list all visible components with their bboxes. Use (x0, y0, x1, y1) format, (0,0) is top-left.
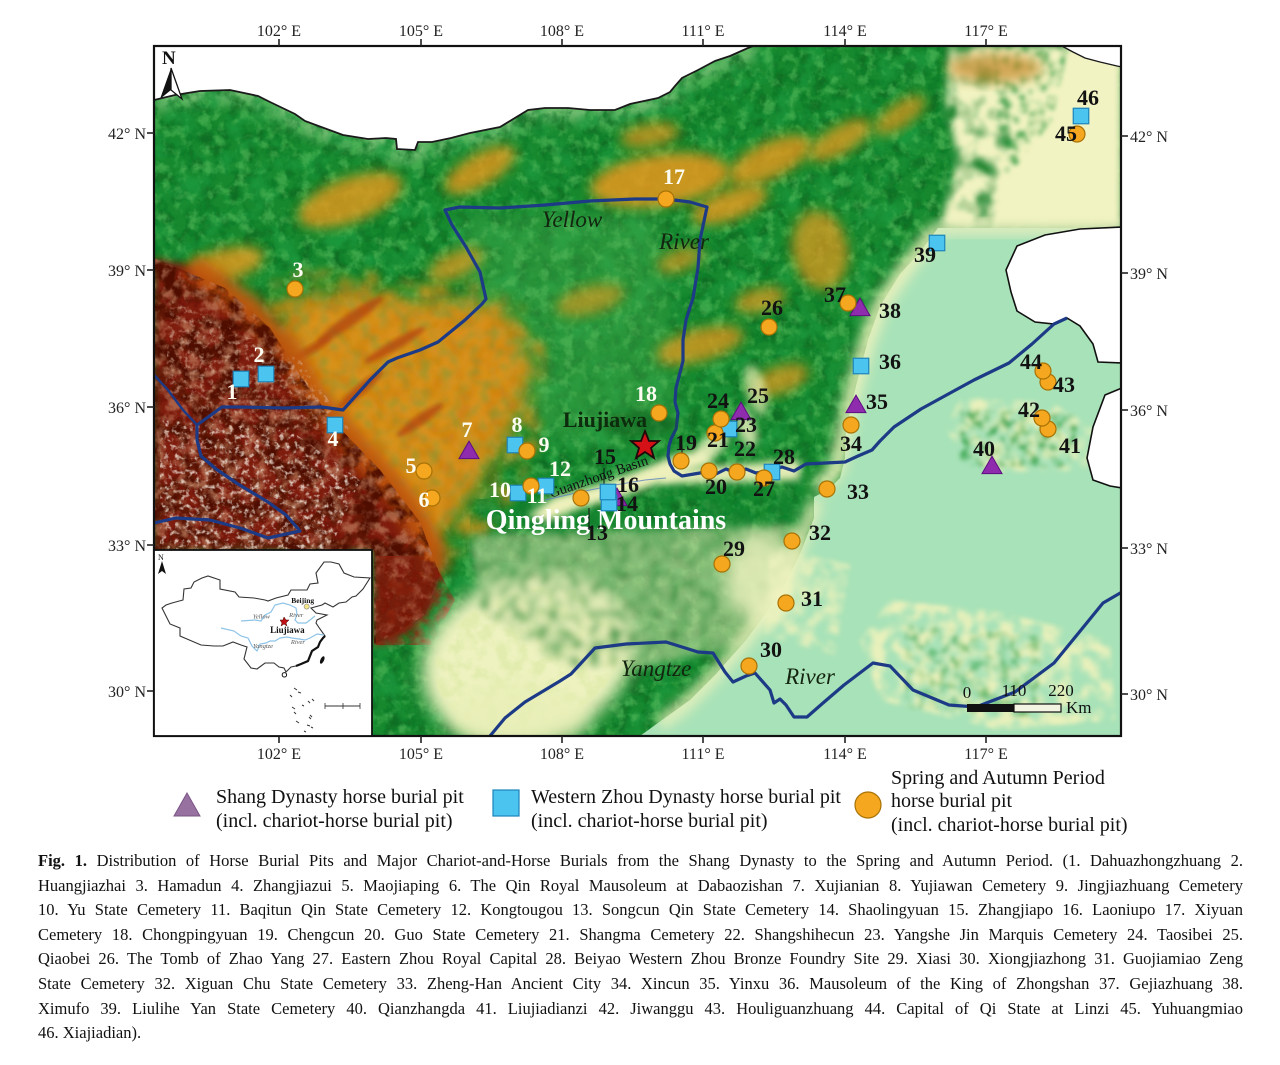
svg-text:41: 41 (1059, 433, 1081, 458)
svg-text:18: 18 (635, 381, 657, 406)
svg-text:42° N: 42° N (1130, 129, 1168, 146)
svg-text:39° N: 39° N (108, 263, 146, 280)
svg-text:Liujiawa: Liujiawa (563, 407, 647, 432)
svg-text:111° E: 111° E (682, 746, 725, 763)
svg-text:Yangtze: Yangtze (621, 656, 692, 681)
svg-text:Western Zhou Dynasty horse bur: Western Zhou Dynasty horse burial pit (531, 786, 841, 808)
svg-text:34: 34 (840, 431, 862, 456)
svg-text:7: 7 (462, 417, 473, 442)
svg-text:39° N: 39° N (1130, 266, 1168, 283)
svg-text:30° N: 30° N (108, 684, 146, 701)
svg-text:Yellow: Yellow (253, 614, 271, 621)
svg-text:105° E: 105° E (399, 23, 443, 40)
svg-text:9: 9 (539, 432, 550, 457)
svg-text:Km: Km (1066, 698, 1092, 717)
svg-text:102° E: 102° E (257, 23, 301, 40)
svg-text:11: 11 (527, 483, 548, 508)
svg-text:117° E: 117° E (964, 746, 1008, 763)
svg-text:26: 26 (761, 295, 783, 320)
svg-text:River: River (784, 664, 836, 689)
svg-text:Liujiawa: Liujiawa (270, 625, 305, 635)
svg-text:42° N: 42° N (108, 126, 146, 143)
svg-text:(incl. chariot-horse burial pi: (incl. chariot-horse burial pit) (891, 814, 1128, 836)
svg-text:43: 43 (1053, 372, 1075, 397)
svg-text:25: 25 (747, 383, 769, 408)
svg-text:29: 29 (723, 536, 745, 561)
svg-text:19: 19 (675, 430, 697, 455)
svg-text:(incl. chariot-horse burial pi: (incl. chariot-horse burial pit) (531, 810, 768, 832)
svg-text:4: 4 (328, 426, 339, 451)
svg-text:24: 24 (707, 388, 729, 413)
svg-text:16: 16 (617, 472, 639, 497)
svg-text:Spring and Autumn Period: Spring and Autumn Period (891, 767, 1105, 789)
svg-text:5: 5 (406, 453, 417, 478)
svg-text:110: 110 (1002, 681, 1027, 700)
svg-text:33° N: 33° N (1130, 541, 1168, 558)
svg-text:Yangtze: Yangtze (253, 643, 273, 650)
svg-text:108° E: 108° E (540, 746, 584, 763)
svg-text:Beijing: Beijing (291, 596, 314, 605)
svg-text:N: N (162, 48, 176, 69)
svg-text:32: 32 (809, 520, 831, 545)
svg-text:8: 8 (512, 412, 523, 437)
svg-text:33: 33 (847, 479, 869, 504)
svg-text:River: River (290, 639, 306, 646)
svg-text:12: 12 (549, 456, 571, 481)
svg-text:23: 23 (735, 412, 757, 437)
svg-text:3: 3 (293, 257, 304, 282)
svg-text:36: 36 (879, 349, 901, 374)
svg-text:Shang Dynasty horse burial pit: Shang Dynasty horse burial pit (216, 786, 464, 808)
svg-text:13: 13 (586, 520, 608, 545)
svg-text:117° E: 117° E (964, 23, 1008, 40)
svg-text:39: 39 (914, 242, 936, 267)
svg-text:River: River (658, 229, 710, 254)
svg-text:(incl. chariot-horse burial pi: (incl. chariot-horse burial pit) (216, 810, 453, 832)
svg-text:44: 44 (1020, 349, 1042, 374)
svg-text:1: 1 (227, 379, 238, 404)
svg-text:114° E: 114° E (823, 23, 867, 40)
svg-text:28: 28 (773, 444, 795, 469)
svg-text:108° E: 108° E (540, 23, 584, 40)
svg-text:30° N: 30° N (1130, 687, 1168, 704)
svg-text:15: 15 (594, 444, 616, 469)
svg-text:31: 31 (801, 586, 823, 611)
svg-text:105° E: 105° E (399, 746, 443, 763)
svg-text:Yellow: Yellow (542, 207, 603, 232)
svg-text:17: 17 (663, 164, 685, 189)
svg-text:46: 46 (1077, 85, 1099, 110)
svg-text:40: 40 (973, 436, 995, 461)
svg-text:horse burial pit: horse burial pit (891, 790, 1013, 812)
svg-text:102° E: 102° E (257, 746, 301, 763)
svg-text:10: 10 (489, 477, 511, 502)
svg-text:27: 27 (753, 476, 775, 501)
svg-text:22: 22 (734, 436, 756, 461)
svg-text:6: 6 (419, 487, 430, 512)
svg-text:35: 35 (866, 389, 888, 414)
svg-text:0: 0 (963, 683, 972, 702)
svg-text:N: N (158, 553, 164, 562)
svg-text:20: 20 (705, 474, 727, 499)
svg-text:38: 38 (879, 298, 901, 323)
svg-text:33° N: 33° N (108, 538, 146, 555)
svg-text:111° E: 111° E (682, 23, 725, 40)
svg-text:21: 21 (707, 427, 729, 452)
svg-text:36° N: 36° N (108, 400, 146, 417)
svg-text:30: 30 (760, 637, 782, 662)
svg-text:42: 42 (1018, 397, 1040, 422)
svg-text:14: 14 (616, 491, 638, 516)
svg-text:45: 45 (1055, 121, 1077, 146)
svg-text:114° E: 114° E (823, 746, 867, 763)
svg-text:36° N: 36° N (1130, 403, 1168, 420)
svg-text:2: 2 (254, 342, 265, 367)
svg-text:37: 37 (824, 282, 846, 307)
svg-text:220: 220 (1048, 681, 1074, 700)
svg-text:River: River (288, 612, 304, 619)
